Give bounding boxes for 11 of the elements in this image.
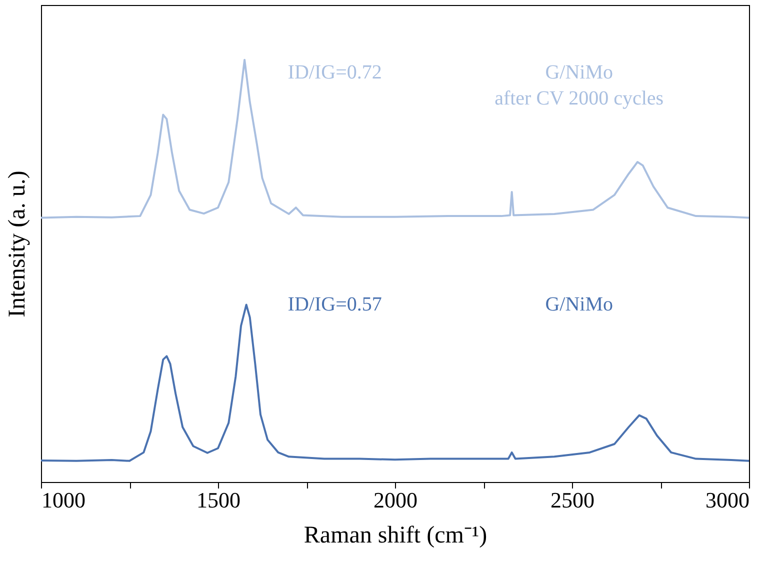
x-tick-label: 3000: [706, 488, 750, 512]
x-tick-label: 1500: [196, 488, 240, 512]
y-axis-title: Intensity (a. u.): [4, 170, 30, 318]
x-tick-label: 2500: [550, 488, 594, 512]
annotation: ID/IG=0.72: [288, 62, 382, 84]
x-axis-title: Raman shift (cm⁻¹): [304, 522, 488, 548]
text: G/NiMo: [545, 294, 613, 316]
text: G/NiMo after CV 2000 cycles: [494, 62, 664, 110]
annotation: ID/IG=0.57: [288, 294, 382, 316]
x-tick-label: 1000: [42, 488, 86, 512]
x-tick-label: 2000: [374, 488, 418, 512]
